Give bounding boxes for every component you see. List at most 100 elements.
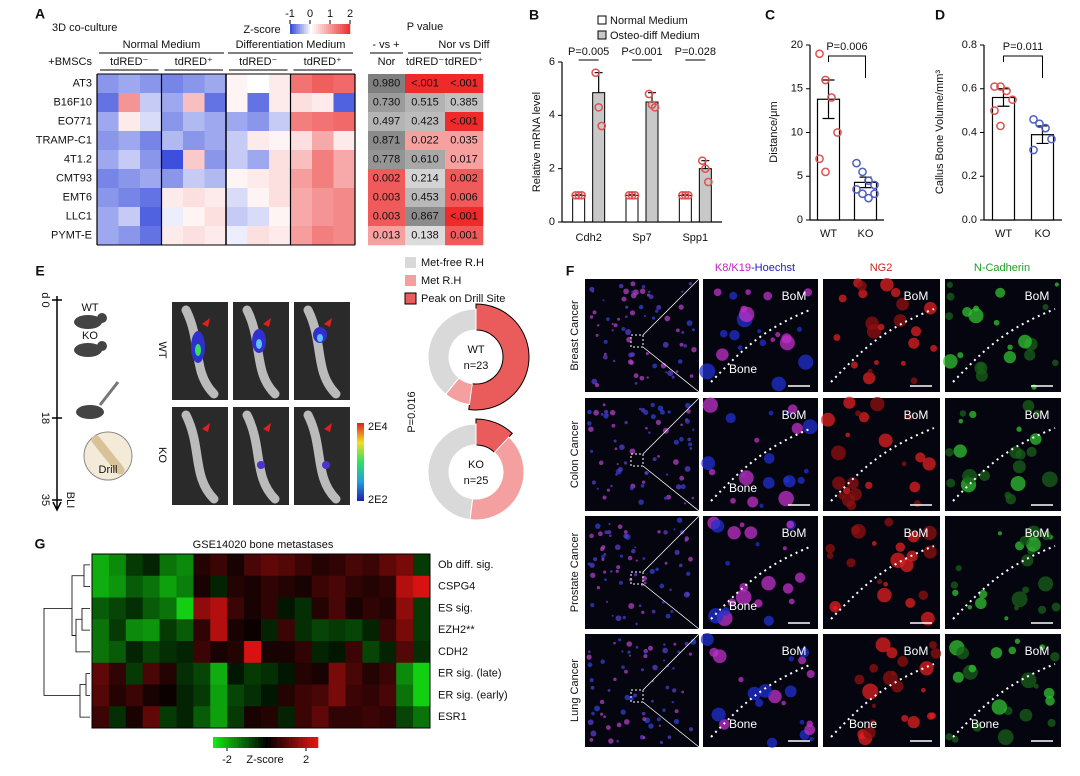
y-tick-label: 0 xyxy=(797,214,803,226)
colorbar-segment xyxy=(314,24,317,34)
pvalue-text: 0.980 xyxy=(373,77,401,89)
heatmap-cell xyxy=(140,131,162,151)
stain-blob xyxy=(675,328,680,333)
colorbar-segment xyxy=(252,737,256,748)
stain-blob xyxy=(821,412,835,427)
pvalue-cell xyxy=(405,93,446,113)
heatmap-cell xyxy=(108,597,127,620)
timeline xyxy=(52,296,62,512)
heatmap-cell xyxy=(92,554,110,577)
pvalue-text: 0.001 xyxy=(450,229,478,241)
legend-label: Normal Medium xyxy=(610,15,688,27)
stain-blob xyxy=(638,304,644,310)
stain-blob xyxy=(611,322,614,326)
label: D xyxy=(935,7,945,23)
stain-blob xyxy=(757,329,762,334)
stain-blob xyxy=(616,739,620,743)
pvalue-cell xyxy=(445,188,484,208)
stain-blob xyxy=(1003,350,1017,364)
x-tick-label: Sp7 xyxy=(632,232,652,244)
stain-blob xyxy=(959,410,967,417)
heatmap-cell xyxy=(311,662,329,685)
heatmap-cell xyxy=(345,554,363,577)
stain-blob xyxy=(1054,282,1059,287)
x-tick-label: Cdh2 xyxy=(576,232,602,244)
stain-blob xyxy=(621,327,626,332)
heatmap-cell xyxy=(183,188,205,208)
stain-blob xyxy=(747,496,759,508)
label: BLI xyxy=(64,492,76,509)
data-point xyxy=(594,102,604,112)
heatmap-cell xyxy=(204,207,227,227)
drill-icon xyxy=(98,381,120,406)
stain-blob xyxy=(613,439,617,443)
stain-blob xyxy=(623,533,629,539)
stain-blob xyxy=(635,559,638,562)
stain-blob xyxy=(945,448,954,457)
heatmap-cell xyxy=(244,554,262,577)
heatmap-cell xyxy=(97,207,119,227)
stain-blob xyxy=(862,683,879,700)
pvalue-cell xyxy=(405,131,446,151)
stain-blob xyxy=(871,703,877,708)
y-tick-label: 4 xyxy=(549,109,555,121)
image-label: BoM xyxy=(1025,526,1050,540)
stain-blob xyxy=(884,517,894,527)
pvalue-text: 0.002 xyxy=(373,172,401,184)
stain-blob xyxy=(946,292,955,301)
stain-blob xyxy=(633,373,639,379)
bar xyxy=(645,101,659,223)
stain-blob xyxy=(952,589,959,596)
stain-blob xyxy=(613,641,616,645)
heatmap-cell xyxy=(311,641,329,664)
x-tick-label: KO xyxy=(858,228,874,240)
stain-blob xyxy=(627,650,631,654)
heatmap-cell xyxy=(97,188,119,208)
heatmap-cell xyxy=(226,207,248,227)
heatmap-cell xyxy=(345,619,363,642)
heatmap-cell xyxy=(176,684,194,707)
micrograph xyxy=(823,516,940,629)
colorbar-segment xyxy=(262,737,266,748)
stain-blob xyxy=(615,615,622,622)
x-tick-label: WT xyxy=(995,228,1012,240)
stain-blob xyxy=(624,694,630,701)
heatmap-cell xyxy=(247,112,270,132)
image-label: Bone xyxy=(729,717,757,731)
stain-blob xyxy=(995,287,1006,298)
bar xyxy=(698,168,712,223)
label: 2E2 xyxy=(368,494,388,506)
stain-blob xyxy=(979,470,990,481)
stain-blob xyxy=(620,709,626,715)
boundary xyxy=(830,545,935,620)
heatmap-cell xyxy=(328,662,346,685)
stain-blob xyxy=(589,315,594,319)
heatmap-cell xyxy=(210,706,228,729)
stain-blob xyxy=(688,442,693,447)
heatmap-cell xyxy=(193,684,211,707)
data-point xyxy=(680,190,690,200)
heatmap-cell xyxy=(345,684,363,707)
heatmap-cell xyxy=(290,226,313,246)
label: A xyxy=(35,6,45,22)
stain-blob xyxy=(663,496,668,500)
image-label: Bone xyxy=(729,362,757,376)
heatmap-cell xyxy=(227,684,245,707)
heatmap-cell xyxy=(161,226,184,246)
colorbar-segment xyxy=(304,737,308,748)
stain-blob xyxy=(711,707,726,722)
heatmap-cell xyxy=(277,597,296,620)
stain-blob xyxy=(727,598,736,607)
y-tick-label: 5 xyxy=(797,170,803,182)
heatmap-frame xyxy=(91,553,431,729)
colorbar-segment xyxy=(342,24,345,34)
data-point xyxy=(858,189,867,199)
stain-blob xyxy=(619,554,624,558)
stain-blob xyxy=(691,496,695,500)
colorbar-segment xyxy=(241,737,245,748)
stain-blob xyxy=(665,685,670,690)
stain-blob xyxy=(628,603,635,610)
stain-blob xyxy=(679,342,684,347)
stain-blob xyxy=(968,308,984,324)
heatmap-cell xyxy=(140,74,162,94)
